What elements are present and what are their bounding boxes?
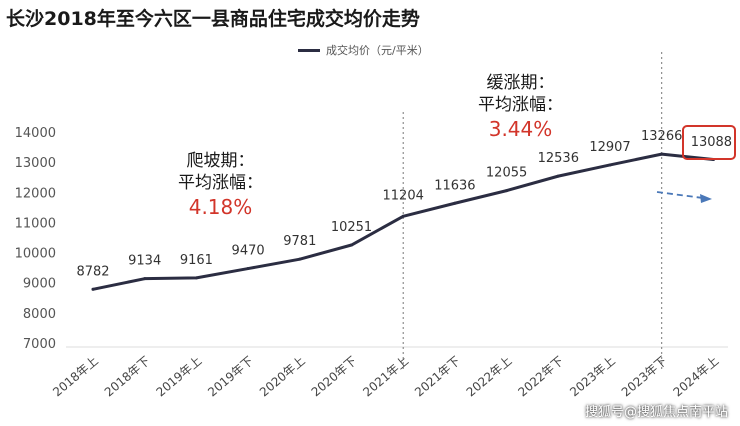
data-label: 13088 [691, 135, 732, 150]
y-tick-label: 8000 [23, 307, 56, 322]
legend-line-swatch [298, 48, 320, 52]
x-tick-label: 2022年下 [515, 354, 566, 400]
x-tick-label: 2020年下 [309, 354, 360, 400]
legend-label: 成交均价（元/平米） [326, 44, 429, 57]
data-point [660, 152, 664, 156]
x-tick-label: 2023年下 [619, 354, 670, 400]
x-tick-label: 2018年下 [102, 354, 153, 400]
data-point [91, 287, 95, 291]
x-tick-label: 2023年上 [567, 354, 618, 400]
data-point [505, 189, 509, 193]
x-tick-label: 2019年下 [205, 354, 256, 400]
x-tick-label: 2024年上 [671, 354, 722, 400]
slow-phase-pct: 3.44% [488, 117, 553, 141]
climb-phase-title: 爬坡期： [186, 151, 255, 171]
climb-phase-avg-label: 平均涨幅： [178, 173, 263, 193]
y-tick-label: 12000 [15, 186, 56, 201]
climb-phase-pct: 4.18% [188, 195, 253, 219]
y-tick-label: 9000 [23, 277, 56, 292]
data-label: 11636 [434, 178, 475, 193]
data-point [246, 267, 250, 271]
data-label: 8782 [76, 264, 109, 279]
x-tick-label: 2018年上 [50, 354, 101, 400]
annotation-slow-phase: 缓涨期： 平均涨幅： 3.44% [478, 72, 563, 142]
annotation-climb-phase: 爬坡期： 平均涨幅： 4.18% [178, 150, 263, 220]
forecast-arrow-head [700, 194, 712, 203]
data-point [401, 214, 405, 218]
forecast-arrow-line [656, 191, 704, 199]
data-point [143, 277, 147, 281]
highlight-box-13088 [682, 125, 736, 160]
data-label: 12907 [589, 140, 630, 155]
data-point [350, 243, 353, 247]
data-point [556, 174, 560, 178]
chart-title: 长沙2018年至今六区一县商品住宅成交均价走势 [6, 8, 420, 30]
data-label: 12055 [486, 166, 527, 181]
data-point [453, 201, 457, 205]
slow-phase-title: 缓涨期： [486, 73, 555, 93]
y-tick-label: 13000 [15, 156, 56, 171]
x-tick-label: 2021年下 [412, 354, 463, 400]
slow-phase-avg-label: 平均涨幅： [478, 95, 563, 115]
data-point [608, 163, 612, 167]
data-label: 12536 [538, 151, 579, 166]
watermark: 搜狐号@搜狐焦点南平站 [584, 405, 728, 420]
data-point [194, 276, 198, 280]
data-label: 13266 [641, 129, 682, 144]
data-label: 9161 [180, 253, 213, 268]
x-tick-label: 2022年上 [464, 354, 515, 400]
data-label: 9470 [232, 244, 265, 259]
data-point [298, 257, 302, 261]
y-tick-label: 10000 [15, 247, 56, 262]
y-tick-label: 14000 [15, 126, 56, 141]
x-tick-label: 2021年上 [360, 354, 411, 400]
data-label: 10251 [331, 220, 372, 235]
x-tick-label: 2020年上 [257, 354, 308, 400]
y-tick-label: 7000 [23, 337, 56, 352]
data-label: 11204 [383, 188, 424, 203]
x-tick-label: 2019年上 [154, 354, 205, 400]
y-tick-label: 11000 [15, 216, 56, 231]
data-label: 9781 [283, 234, 316, 249]
legend: 成交均价（元/平米） [298, 42, 429, 58]
data-label: 9134 [128, 254, 161, 269]
